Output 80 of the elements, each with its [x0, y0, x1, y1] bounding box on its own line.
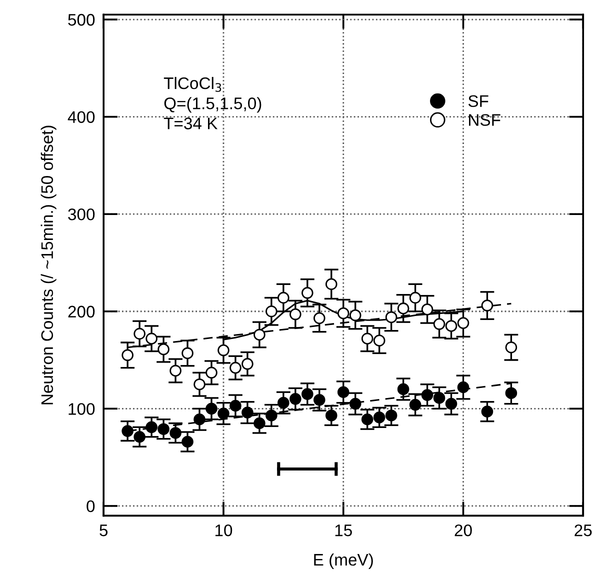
point: [421, 304, 434, 316]
y-tick-label: 400: [68, 111, 95, 124]
point: [409, 292, 422, 304]
legend-label: NSF: [469, 114, 500, 126]
point: [313, 312, 326, 324]
point: [433, 318, 446, 330]
point: [361, 413, 374, 426]
point: [301, 286, 314, 299]
point: [182, 347, 194, 360]
point: [481, 300, 494, 312]
point: [230, 362, 242, 374]
point: [385, 311, 398, 324]
point: [457, 381, 470, 394]
point: [397, 383, 410, 396]
point: [337, 307, 350, 320]
point: [158, 423, 170, 435]
annotation: TlCoCl$_{3}$: [164, 76, 222, 92]
point: [242, 358, 254, 370]
x-tick-label: 15: [335, 524, 352, 536]
point: [146, 332, 158, 345]
point: [170, 427, 182, 439]
point: [194, 378, 206, 390]
point: [242, 406, 254, 418]
y-tick-label: 300: [68, 208, 95, 220]
y-tick-label: 200: [68, 306, 95, 318]
x-axis-title: E (meV): [314, 553, 373, 569]
point: [361, 332, 374, 345]
point: [433, 392, 446, 404]
point: [182, 436, 194, 448]
point: [254, 328, 266, 341]
point: [409, 398, 422, 411]
point: [230, 400, 242, 412]
point: [158, 343, 170, 356]
y-axis-title: Neutron Counts (/ ~15min.) (50 offset): [40, 126, 56, 404]
point: [194, 413, 206, 426]
point: [481, 406, 494, 418]
x-tick-label: 5: [100, 524, 108, 536]
point: [313, 394, 326, 406]
point: [349, 398, 362, 410]
point: [349, 309, 362, 322]
point: [170, 364, 182, 377]
point: [206, 366, 218, 379]
point: [457, 317, 470, 329]
point: [278, 396, 290, 409]
annotation: Q=(1.5,1.5,0): [164, 97, 262, 113]
point: [218, 408, 230, 420]
point: [290, 393, 302, 405]
point: [505, 341, 518, 354]
x-tick-label: 20: [454, 524, 472, 536]
point: [254, 417, 266, 430]
y-tick-label: 0: [86, 500, 95, 512]
point: [325, 278, 338, 290]
point: [373, 412, 386, 424]
point: [278, 292, 290, 304]
point: [290, 308, 302, 320]
point: [266, 305, 278, 318]
y-tick-label: 100: [68, 403, 95, 415]
x-tick-label: 25: [574, 524, 592, 536]
point: [445, 320, 458, 332]
point: [266, 410, 278, 422]
point: [421, 389, 434, 401]
point: [373, 334, 386, 346]
annotation: T=34 K: [164, 118, 218, 130]
point: [122, 425, 134, 437]
point: [206, 402, 218, 415]
legend-label: SF: [468, 95, 488, 108]
point: [397, 302, 410, 314]
point: [505, 387, 518, 399]
point: [134, 430, 146, 443]
point: [337, 386, 350, 398]
point: [218, 344, 230, 356]
point: [301, 388, 314, 400]
point: [385, 410, 398, 422]
point: [445, 398, 458, 410]
y-tick-label: 500: [68, 14, 95, 26]
point: [146, 421, 158, 434]
x-tick-label: 10: [215, 524, 232, 536]
point: [122, 349, 134, 362]
point: [325, 410, 338, 422]
point: [134, 328, 146, 340]
